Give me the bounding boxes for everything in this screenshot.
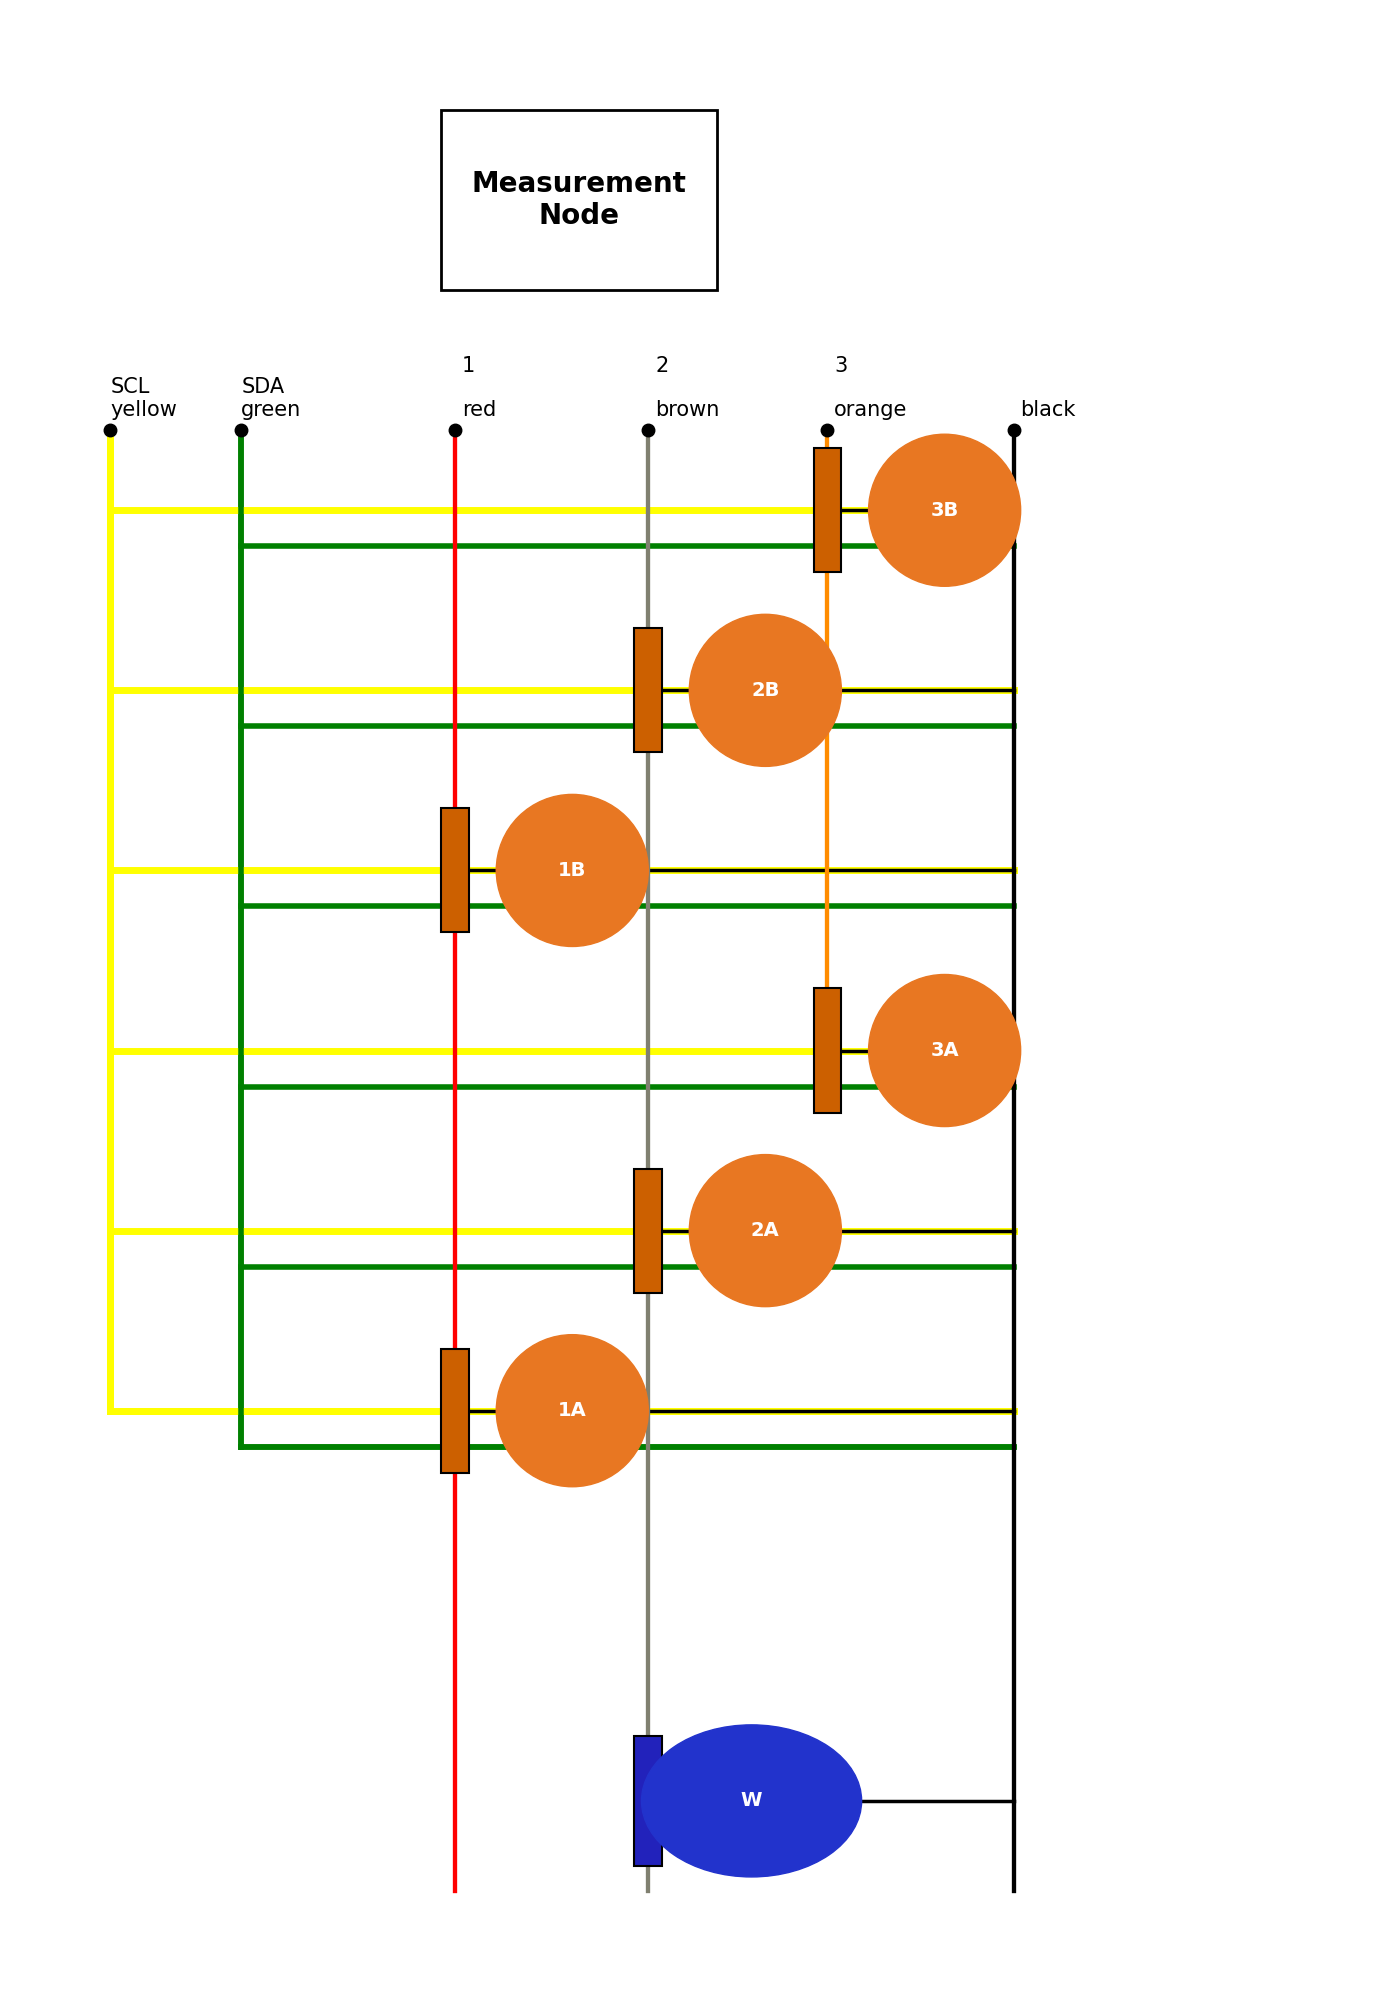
Ellipse shape [690, 1155, 841, 1307]
Text: 3A: 3A [931, 1041, 958, 1061]
Text: 3B: 3B [931, 500, 958, 520]
Ellipse shape [869, 434, 1020, 586]
Text: brown: brown [655, 400, 720, 420]
Bar [814, 448, 841, 572]
FancyBboxPatch shape [441, 110, 717, 290]
Ellipse shape [690, 614, 841, 766]
Bar [441, 808, 469, 932]
Text: 3: 3 [834, 356, 848, 376]
Text: red: red [462, 400, 496, 420]
Text: 1A: 1A [558, 1401, 586, 1421]
Text: 1: 1 [462, 356, 476, 376]
Text: Measurement
Node: Measurement Node [472, 170, 687, 230]
Bar [634, 1169, 662, 1293]
Text: black: black [1020, 400, 1076, 420]
Ellipse shape [496, 1335, 648, 1487]
Text: SDA
green: SDA green [241, 376, 302, 420]
Ellipse shape [641, 1725, 862, 1877]
Bar [634, 1735, 662, 1865]
Bar [441, 1349, 469, 1473]
Bar [634, 628, 662, 752]
Text: W: W [741, 1791, 763, 1811]
Text: 2: 2 [655, 356, 669, 376]
Text: orange: orange [834, 400, 907, 420]
Ellipse shape [496, 794, 648, 946]
Text: 2B: 2B [752, 680, 779, 700]
Text: 2A: 2A [752, 1221, 779, 1241]
Text: SCL
yellow: SCL yellow [110, 376, 177, 420]
Ellipse shape [869, 974, 1020, 1127]
Bar [814, 988, 841, 1113]
Text: 1B: 1B [558, 860, 586, 880]
